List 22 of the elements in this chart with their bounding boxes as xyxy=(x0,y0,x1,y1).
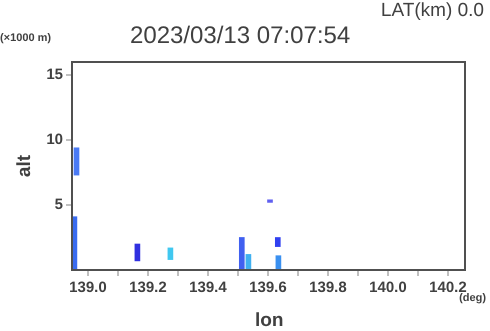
bar xyxy=(134,244,140,262)
x-tick-label: 139.8 xyxy=(309,279,347,296)
bar xyxy=(238,237,245,270)
y-tick-label: 15 xyxy=(46,66,63,84)
y-tick-label: 5 xyxy=(54,196,63,214)
chart-title: 2023/03/13 07:07:54 xyxy=(130,22,350,50)
x-tick-label: 139.2 xyxy=(129,279,167,296)
chart-subtitle: LAT(km) 0.0 xyxy=(380,0,484,22)
x-tick-label: 139.4 xyxy=(189,279,228,296)
bar xyxy=(168,248,174,260)
x-axis-title: lon xyxy=(255,310,284,331)
y-tick-label: 10 xyxy=(46,131,63,148)
bar xyxy=(276,255,282,270)
text: (×1000 m) xyxy=(0,32,52,44)
x-tick-label: 139.0 xyxy=(69,279,107,296)
bar xyxy=(274,237,281,247)
x-tick-label: 139.6 xyxy=(249,279,287,296)
bar xyxy=(267,199,273,203)
bar xyxy=(74,147,80,176)
y-axis-title: alt xyxy=(14,154,36,178)
x-tick-label: 140.0 xyxy=(369,279,407,296)
bar xyxy=(246,254,252,270)
